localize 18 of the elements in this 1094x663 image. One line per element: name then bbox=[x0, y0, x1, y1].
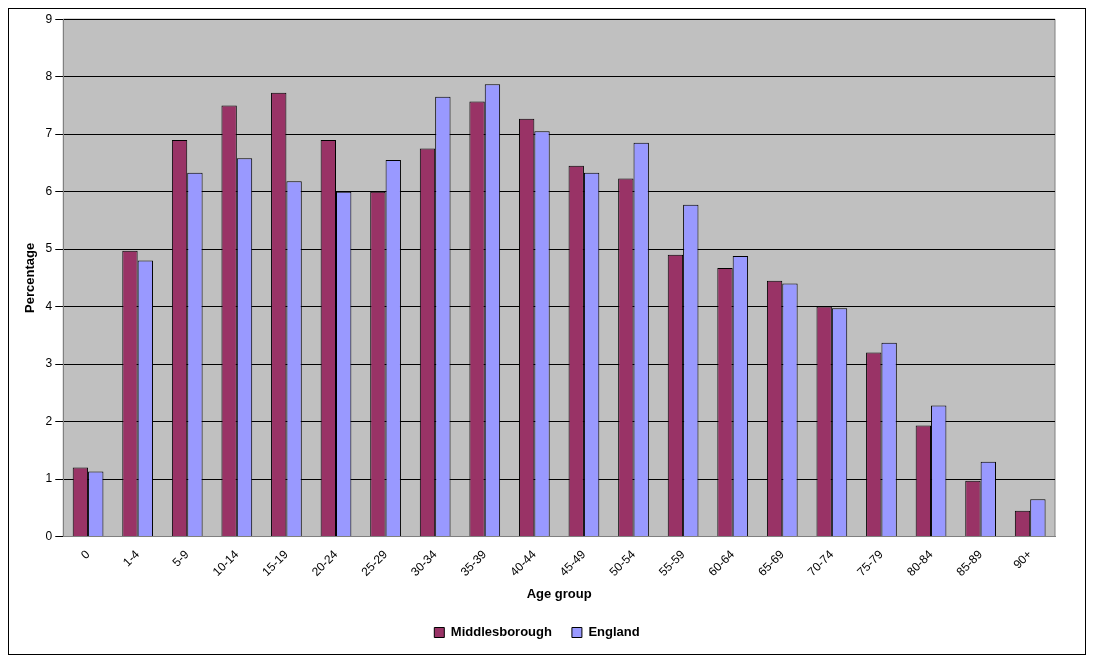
x-tick-label: 5-9 bbox=[169, 546, 192, 570]
x-axis-title: Age group bbox=[526, 585, 592, 601]
x-tick-label: 0 bbox=[77, 546, 93, 562]
y-tick-label: 4 bbox=[45, 298, 53, 313]
y-tick-label: 7 bbox=[45, 126, 53, 141]
y-tick-label: 9 bbox=[45, 11, 53, 26]
legend-label: Middlesborough bbox=[450, 624, 552, 640]
y-axis-title: Percentage bbox=[22, 242, 38, 313]
y-tick-label: 6 bbox=[45, 183, 53, 198]
y-tick-label: 2 bbox=[45, 413, 53, 428]
y-tick-label: 0 bbox=[45, 528, 53, 543]
y-tick-label: 8 bbox=[45, 68, 53, 83]
y-tick-label: 3 bbox=[45, 356, 53, 371]
x-tick-label: 90+ bbox=[1010, 547, 1035, 572]
y-tick-label: 5 bbox=[45, 241, 53, 256]
legend-label: England bbox=[588, 624, 640, 640]
x-tick-label: 1-4 bbox=[119, 546, 143, 570]
y-tick-label: 1 bbox=[45, 471, 53, 486]
